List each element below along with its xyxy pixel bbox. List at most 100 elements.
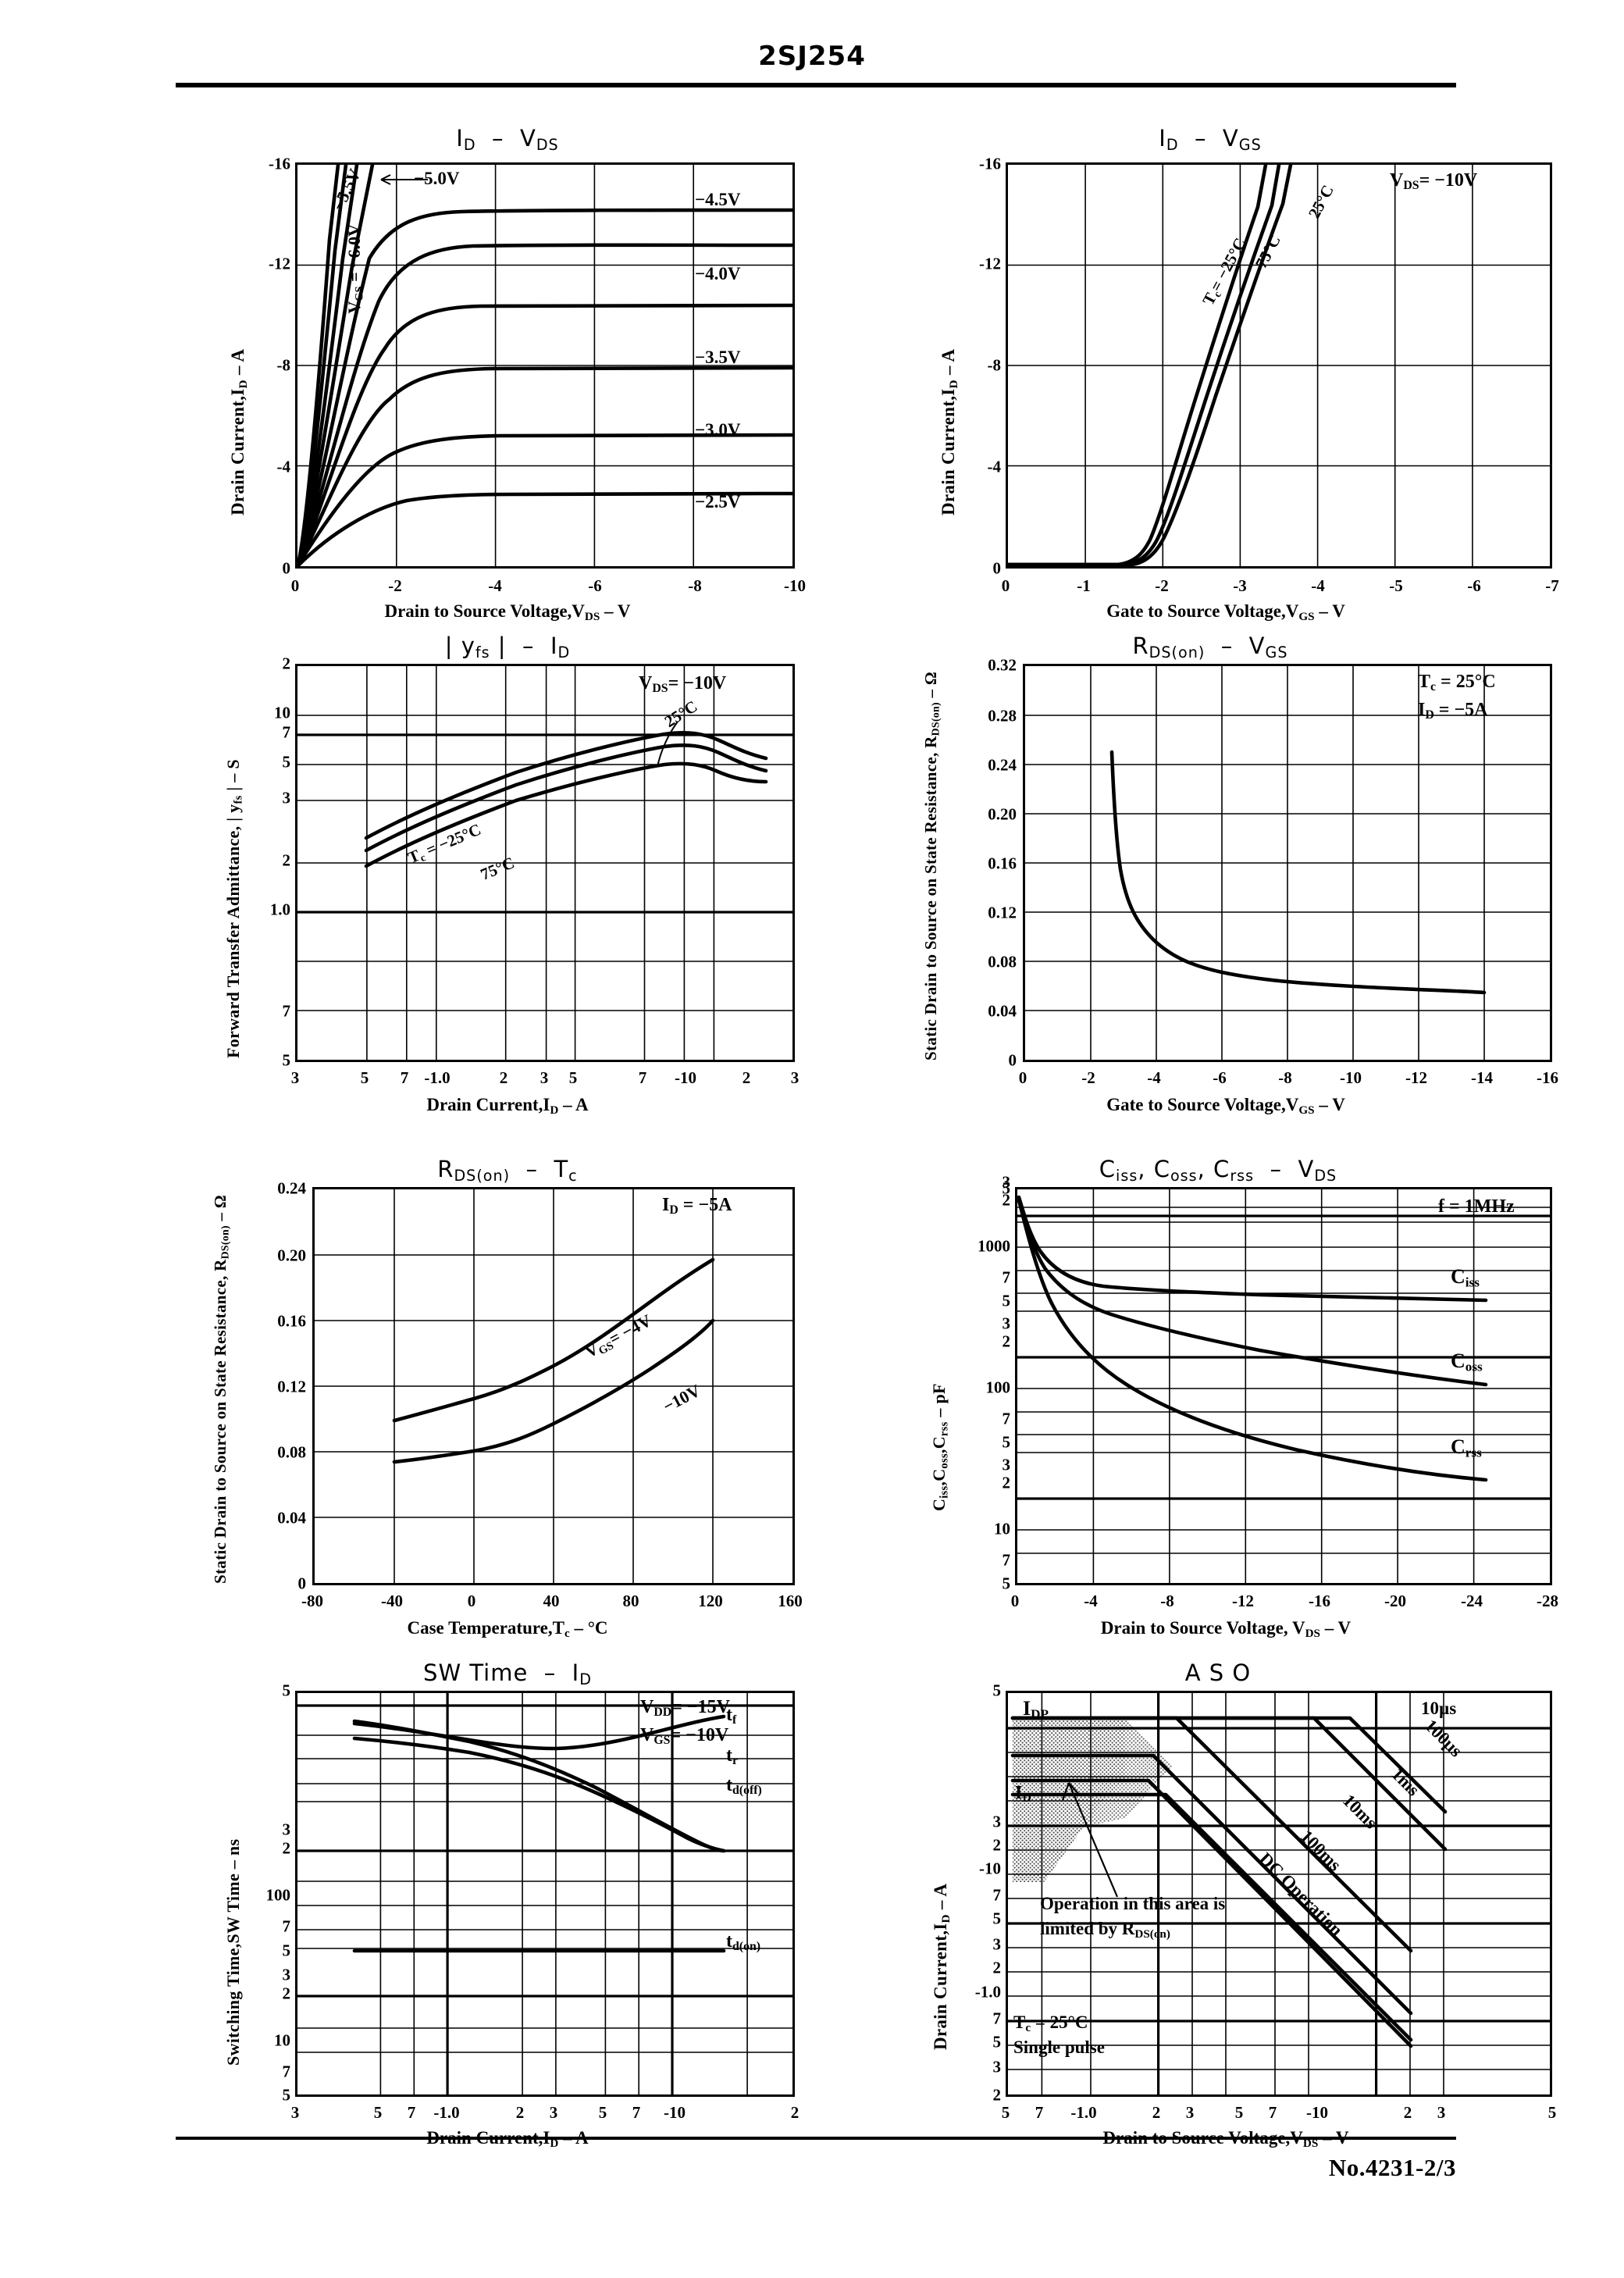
x-tick: -28 <box>1537 1592 1558 1610</box>
x-tick: -8 <box>1160 1592 1174 1610</box>
y-tick: 0.08 <box>988 952 1017 971</box>
x-tick: 2 <box>515 2103 525 2122</box>
x-tick: -40 <box>381 1592 403 1610</box>
x-tick: 7 <box>407 2103 416 2122</box>
x-tick: -8 <box>688 576 702 595</box>
x-tick: 80 <box>622 1592 639 1610</box>
plot-area <box>1006 1691 1552 2097</box>
y-tick: 3 <box>1002 1172 1011 1192</box>
y-tick: 7 <box>1002 1550 1011 1570</box>
x-tick: 2 <box>1152 2103 1161 2122</box>
y-tick: 7 <box>1002 1409 1011 1428</box>
x-tick: 2 <box>790 2103 800 2122</box>
y-tick: 7 <box>282 1001 291 1021</box>
y-tick: 2 <box>282 850 291 870</box>
footer-rule <box>176 2137 1456 2140</box>
y-tick: 2 <box>992 1958 1002 1977</box>
y-tick: 0.04 <box>988 1001 1017 1021</box>
x-tick: -80 <box>301 1592 323 1610</box>
x-tick: 5 <box>373 2103 383 2122</box>
x-tick: 5 <box>598 2103 607 2122</box>
condition-tc: Tc = 25°C <box>1418 672 1496 693</box>
x-tick: 3 <box>290 2103 300 2122</box>
curve-label-ciss: Ciss <box>1451 1265 1480 1290</box>
y-tick: 3 <box>282 1820 291 1839</box>
x-tick: -10 <box>675 1068 696 1087</box>
curve-label-crss: Crss <box>1451 1435 1482 1460</box>
header-rule <box>176 83 1456 87</box>
y-tick: 3 <box>1002 1455 1011 1474</box>
x-tick: 0 <box>1010 1592 1020 1610</box>
plot-area <box>295 1691 795 2097</box>
y-tick: 5 <box>282 2085 291 2105</box>
y-tick: 5 <box>992 1909 1002 1928</box>
x-tick: 0 <box>290 576 300 595</box>
x-tick: -10 <box>1306 2103 1328 2122</box>
x-tick: 5 <box>1234 2103 1244 2122</box>
condition-vds: VDS= −10V <box>1390 170 1478 192</box>
x-tick: 5 <box>568 1068 578 1087</box>
y-tick: -12 <box>269 254 290 273</box>
chart-rdson-vgs: RDS(on) – VGS 0 0.04 0.08 <box>890 633 1562 1164</box>
x-tick: 7 <box>632 2103 641 2122</box>
y-tick: -4 <box>987 457 1002 476</box>
y-tick: -8 <box>987 355 1002 375</box>
condition-tc: Tc = 25°C <box>1013 2012 1088 2034</box>
x-axis-label: Drain to Source Voltage,VDS – V <box>384 601 631 623</box>
y-tick: 5 <box>992 2032 1002 2052</box>
y-tick: 0.08 <box>277 1442 306 1462</box>
curve-label-tr: tr <box>726 1745 739 1767</box>
chart-title: SW Time – ID <box>423 1659 592 1688</box>
y-tick: 5 <box>1002 1432 1011 1452</box>
condition-vds: VDS= −10V <box>639 673 727 695</box>
x-tick: -3 <box>1233 576 1247 595</box>
condition-id: ID = −5A <box>1418 700 1488 722</box>
plot-area <box>295 162 795 569</box>
y-tick: 0.20 <box>988 804 1017 824</box>
chart-title: ID – VGS <box>1159 125 1262 154</box>
label-idp: IDP <box>1023 1697 1049 1722</box>
x-tick: -10 <box>664 2103 686 2122</box>
x-tick: 5 <box>1547 2103 1557 2122</box>
y-tick: 5 <box>992 1681 1002 1700</box>
chart-sw-time-id: SW Time – ID <box>180 1659 835 2198</box>
curve-label-25v: −2.5V <box>695 492 741 512</box>
y-tick: -16 <box>269 154 290 173</box>
x-tick: -16 <box>1537 1068 1558 1087</box>
plot-area <box>295 664 795 1062</box>
y-tick: 0.24 <box>277 1178 306 1198</box>
y-tick: 3 <box>992 1934 1002 1954</box>
x-tick: 160 <box>778 1592 803 1610</box>
leader-line-50v <box>380 174 428 185</box>
curve-label-30v: −3.0V <box>695 420 741 440</box>
y-tick: 10 <box>274 703 290 722</box>
x-tick: -4 <box>1084 1592 1098 1610</box>
x-tick: -6 <box>1467 576 1481 595</box>
x-tick: 40 <box>543 1592 560 1610</box>
x-tick: -1.0 <box>1070 2103 1097 2122</box>
y-axis-label: Drain Current,ID – A <box>228 348 250 515</box>
y-tick: 5 <box>1002 1178 1011 1198</box>
x-tick: -4 <box>488 576 502 595</box>
x-tick: -10 <box>784 576 806 595</box>
x-axis-label: Drain to Source Voltage, VDS – V <box>1100 1618 1352 1640</box>
x-axis-label: Gate to Source Voltage,VGS – V <box>1106 601 1345 623</box>
y-tick: 0 <box>282 558 291 578</box>
curve-label-td-on: td(on) <box>726 1931 761 1953</box>
y-tick: 3 <box>282 1965 291 1984</box>
x-tick: 3 <box>1185 2103 1195 2122</box>
y-axis-label: Static Drain to Source on State Resistan… <box>921 672 942 1061</box>
condition-vdd: VDD= −15V <box>640 1697 730 1719</box>
x-tick: 3 <box>1437 2103 1446 2122</box>
chart-title: A S O <box>1184 1659 1252 1686</box>
condition-single-pulse: Single pulse <box>1013 2037 1105 2057</box>
y-tick: 7 <box>1002 1267 1011 1287</box>
y-tick: 2 <box>992 1835 1002 1855</box>
y-tick: 7 <box>282 2062 291 2081</box>
y-tick: 0.12 <box>988 903 1017 922</box>
y-tick: 0.12 <box>277 1377 306 1396</box>
y-tick: 3 <box>992 2057 1002 2077</box>
chart-title: Ciss, Coss, Crss – VDS <box>1099 1156 1337 1185</box>
y-axis-label: Switching Time,SW Time – ns <box>223 1838 243 2066</box>
x-tick: -2 <box>388 576 402 595</box>
